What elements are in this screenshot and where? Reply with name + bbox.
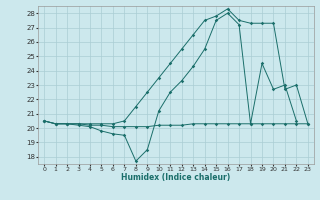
X-axis label: Humidex (Indice chaleur): Humidex (Indice chaleur) <box>121 173 231 182</box>
